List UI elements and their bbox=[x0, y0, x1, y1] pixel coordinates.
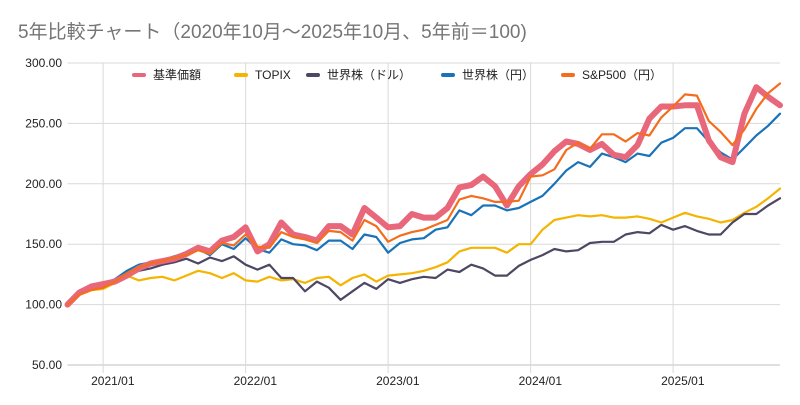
legend: 基準価額 TOPIX 世界株（ドル） 世界株（円） S&P500（円） bbox=[132, 67, 662, 82]
legend-label: 世界株（ドル） bbox=[327, 67, 411, 82]
legend-swatch bbox=[132, 73, 146, 77]
x-tick-label: 2022/01 bbox=[234, 374, 278, 388]
chart-title: 5年比較チャート（2020年10月～2025年10月、5年前＝100) bbox=[18, 21, 527, 43]
x-tick-label: 2023/01 bbox=[376, 374, 420, 388]
y-tick-label: 300.00 bbox=[25, 56, 62, 70]
series-line-4 bbox=[66, 82, 782, 306]
series-line-1 bbox=[66, 187, 782, 306]
legend-swatch bbox=[561, 73, 575, 77]
legend-swatch bbox=[441, 73, 455, 77]
series-line-0 bbox=[64, 84, 783, 308]
y-tick-label: 100.00 bbox=[25, 298, 62, 312]
legend-swatch bbox=[234, 73, 248, 77]
legend-swatch bbox=[306, 73, 320, 77]
legend-label: TOPIX bbox=[255, 68, 291, 82]
x-axis-ticks: 2021/01 2022/01 2023/01 2024/01 2025/01 bbox=[91, 374, 705, 388]
x-tick-label: 2024/01 bbox=[519, 374, 563, 388]
series-line-2 bbox=[66, 197, 782, 306]
series-lines bbox=[64, 82, 783, 308]
x-tick-label: 2021/01 bbox=[91, 374, 135, 388]
x-tick-label: 2025/01 bbox=[661, 374, 705, 388]
y-tick-label: 250.00 bbox=[25, 116, 62, 130]
gridlines bbox=[67, 62, 780, 373]
legend-label: 世界株（円） bbox=[462, 67, 534, 82]
legend-label: S&P500（円） bbox=[582, 68, 662, 82]
y-tick-label: 150.00 bbox=[25, 237, 62, 251]
y-axis-ticks: 50.00 100.00 150.00 200.00 250.00 300.00 bbox=[25, 56, 62, 372]
y-tick-label: 200.00 bbox=[25, 177, 62, 191]
y-tick-label: 50.00 bbox=[32, 358, 62, 372]
legend-label: 基準価額 bbox=[153, 67, 201, 82]
